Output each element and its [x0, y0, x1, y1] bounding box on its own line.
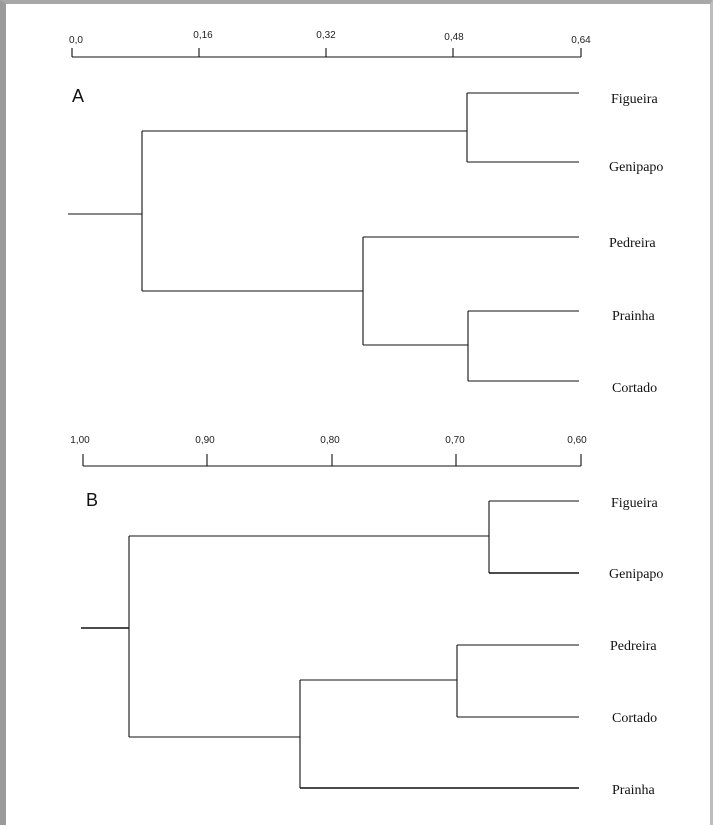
panel-b-scale: 1,00 0,90 0,80 0,70 0,60	[70, 435, 587, 467]
leaf-label: Cortado	[612, 381, 657, 396]
leaf-label: Cortado	[612, 711, 657, 726]
leaf-label: Genipapo	[609, 567, 663, 582]
scale-tick-label: 0,64	[571, 35, 591, 46]
leaf-label: Prainha	[612, 309, 656, 324]
scale-tick-label: 0,90	[195, 435, 215, 446]
leaf-label: Figueira	[611, 92, 658, 107]
scale-tick-label: 0,60	[567, 435, 587, 446]
panel-letter: A	[72, 86, 84, 106]
scale-tick-label: 0,70	[445, 435, 465, 446]
scale-tick-label: 0,32	[316, 30, 336, 41]
panel-a-leaf-labels: Figueira Genipapo Pedreira Prainha Corta…	[609, 92, 663, 396]
panel-a-scale: 0,0 0,16 0,32 0,48 0,64	[69, 30, 591, 58]
leaf-label: Prainha	[612, 783, 656, 798]
panel-b: 1,00 0,90 0,80 0,70 0,60 B	[70, 435, 663, 798]
panel-b-tree	[81, 500, 579, 789]
leaf-label: Pedreira	[610, 639, 657, 654]
dendrogram-figure: 0,0 0,16 0,32 0,48 0,64 A	[68, 30, 663, 798]
leaf-label: Figueira	[611, 496, 658, 511]
panel-a-tree	[68, 92, 579, 382]
scale-tick-label: 1,00	[70, 435, 90, 446]
panel-b-leaf-labels: Figueira Genipapo Pedreira Cortado Prain…	[609, 496, 663, 798]
scale-tick-label: 0,80	[320, 435, 340, 446]
leaf-label: Pedreira	[609, 236, 656, 251]
scale-tick-label: 0,16	[193, 30, 213, 41]
panel-letter: B	[86, 490, 98, 510]
panel-a: 0,0 0,16 0,32 0,48 0,64 A	[68, 30, 663, 396]
scale-tick-label: 0,0	[69, 35, 83, 46]
leaf-label: Genipapo	[609, 160, 663, 175]
scale-tick-label: 0,48	[444, 32, 464, 43]
